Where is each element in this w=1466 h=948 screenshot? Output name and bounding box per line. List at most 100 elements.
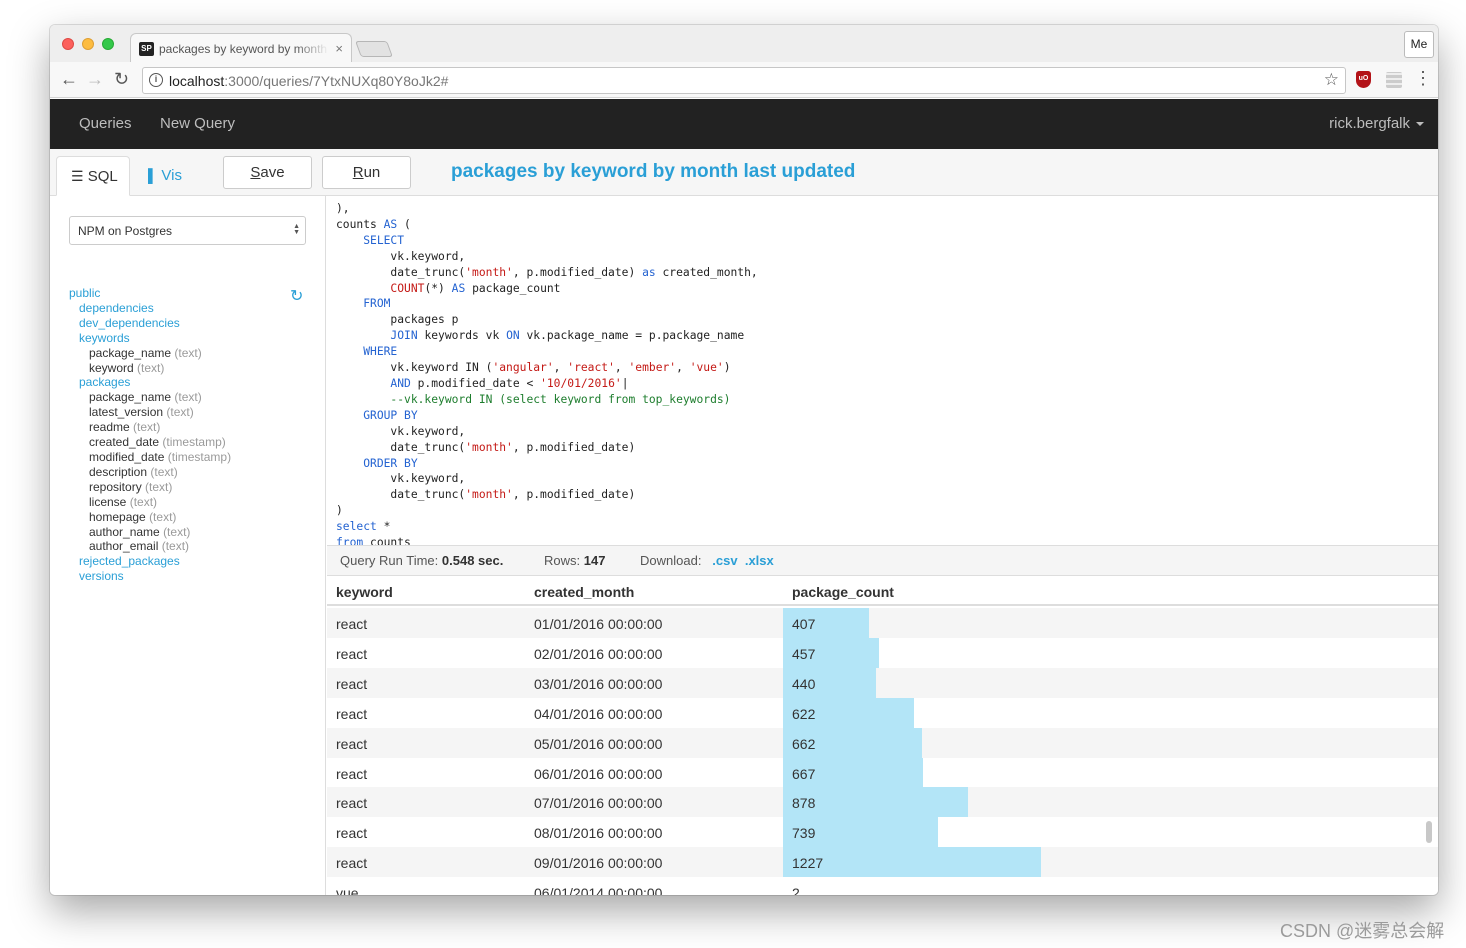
cell-keyword: react [336,705,368,722]
table-row[interactable]: react 07/01/2016 00:00:00 878 [327,787,1438,818]
row-count: Rows: 147 [544,553,605,568]
cell-keyword: react [336,616,368,632]
schema-item-type: (text) [150,464,178,479]
schema-column[interactable]: description (text) [69,465,309,480]
cell-package-count: 1227 [792,855,824,872]
sql-editor[interactable]: ), counts AS ( SELECT vk.keyword, date_tr… [327,196,1438,546]
cell-package-count: 662 [792,735,816,752]
table-row[interactable]: react 09/01/2016 00:00:00 1227 [327,847,1438,878]
browser-tab[interactable]: SP packages by keyword by month last upd… [130,33,352,63]
extension-icon[interactable] [1386,72,1402,88]
tab-vis[interactable]: ▌ Vis [146,156,216,196]
browser-menu-icon[interactable]: ⋮ [1414,68,1432,88]
table-row[interactable]: react 06/01/2016 00:00:00 667 [327,757,1438,788]
code-token: , [676,361,690,375]
table-row[interactable]: react 08/01/2016 00:00:00 739 [327,817,1438,848]
code-token: AS [451,281,466,295]
column-header-package-count[interactable]: package_count [792,584,894,600]
table-row[interactable]: vue 06/01/2014 00:00:00 2 [327,877,1438,895]
schema-node[interactable]: dev_dependencies [69,316,309,331]
cell-keyword: react [336,855,368,872]
reload-icon[interactable]: ↻ [114,69,130,89]
schema-column[interactable]: homepage (text) [69,510,309,525]
cell-keyword: react [336,765,368,782]
table-row[interactable]: react 01/01/2016 00:00:00 407 [327,608,1438,638]
cell-package-count: 457 [792,645,816,662]
schema-column[interactable]: package_name (text) [69,346,309,361]
schema-node[interactable]: packages [69,375,309,390]
schema-node[interactable]: public [69,286,309,301]
schema-column[interactable]: created_date (timestamp) [69,435,309,450]
cell-created-month: 04/01/2016 00:00:00 [534,705,663,722]
schema-column[interactable]: readme (text) [69,420,309,435]
code-token: keywords vk [417,329,507,343]
schema-node[interactable]: keywords [69,331,309,346]
column-header-keyword[interactable]: keyword [336,584,393,600]
package-count-bar [783,608,869,638]
save-button[interactable]: Save [223,156,312,189]
schema-item-type: (text) [174,345,202,360]
code-line: WHERE [336,344,758,360]
close-tab-icon[interactable]: × [335,41,343,56]
minimize-window-button[interactable] [82,38,94,50]
column-header-created-month[interactable]: created_month [534,584,635,600]
tab-vis-label: Vis [161,167,182,184]
download-xlsx-link[interactable]: .xlsx [744,553,774,568]
schema-column[interactable]: keyword (text) [69,361,309,376]
schema-sidebar: NPM on Postgres ▲ ▼ ↻ public dependencies d… [50,196,326,895]
query-title[interactable]: packages by keyword by month last update… [451,161,856,182]
schema-column[interactable]: author_email (text) [69,539,309,554]
code-token: ) [723,361,731,375]
forward-icon[interactable]: → [86,69,104,89]
schema-column[interactable]: latest_version (text) [69,405,309,420]
cell-package-count: 667 [792,765,816,782]
schema-column[interactable]: author_name (text) [69,525,309,540]
table-row[interactable]: react 05/01/2016 00:00:00 662 [327,727,1438,758]
profile-button[interactable]: Me [1404,31,1434,58]
download-csv-link[interactable]: .csv [712,553,738,568]
schema-node[interactable]: rejected_packages [69,554,309,569]
code-token: '10/01/2016' [540,376,622,390]
code-token: ON [506,329,520,343]
new-tab-button[interactable] [355,41,393,57]
address-bar[interactable]: i localhost:3000/queries/7YtxNUXq80Y8oJk… [142,67,1346,94]
nav-new-query[interactable]: New Query [160,115,236,132]
schema-item-name: author_email [89,539,159,554]
query-status-bar: Query Run Time: 0.548 sec. Rows: 147 Dow… [327,546,1438,576]
schema-item-name: keywords [79,330,130,345]
package-count-bar [783,787,968,818]
code-line: packages p [336,312,758,328]
table-row[interactable]: react 03/01/2016 00:00:00 440 [327,667,1438,698]
tab-sql[interactable]: ☰ SQL [56,156,130,196]
table-row[interactable]: react 02/01/2016 00:00:00 457 [327,637,1438,668]
schema-node[interactable]: dependencies [69,301,309,316]
info-icon[interactable]: i [149,73,163,87]
code-token: GROUP BY [363,408,418,422]
package-count-bar [783,727,922,758]
maximize-window-button[interactable] [102,38,114,50]
connection-select[interactable]: NPM on Postgres ▲ ▼ [69,216,306,245]
schema-column[interactable]: package_name (text) [69,390,309,405]
close-window-button[interactable] [62,38,74,50]
schema-node[interactable]: versions [69,569,309,584]
sql-code[interactable]: ), counts AS ( SELECT vk.keyword, date_tr… [336,201,758,546]
table-row[interactable]: react 04/01/2016 00:00:00 622 [327,697,1438,728]
user-menu[interactable]: rick.bergfalk [1329,115,1424,132]
code-token: vk.package_name = p.package_name [519,329,745,343]
schema-column[interactable]: modified_date (timestamp) [69,450,309,465]
ublock-extension-icon[interactable]: uO [1356,71,1371,88]
refresh-icon[interactable]: ↻ [290,288,304,305]
tab-title: packages by keyword by month last update… [159,42,329,56]
schema-column[interactable]: license (text) [69,495,309,510]
tab-sql-label: SQL [87,168,118,185]
results-scrollbar[interactable] [1426,821,1432,843]
run-button[interactable]: Run [322,156,411,189]
schema-item-name: repository [89,479,142,494]
schema-column[interactable]: repository (text) [69,480,309,495]
code-token: 'month' [465,488,513,502]
back-icon[interactable]: ← [60,69,78,89]
bookmark-star-icon[interactable]: ☆ [1323,70,1339,89]
code-token: from [336,536,364,546]
nav-queries[interactable]: Queries [79,115,132,132]
user-name: rick.bergfalk [1329,115,1410,132]
